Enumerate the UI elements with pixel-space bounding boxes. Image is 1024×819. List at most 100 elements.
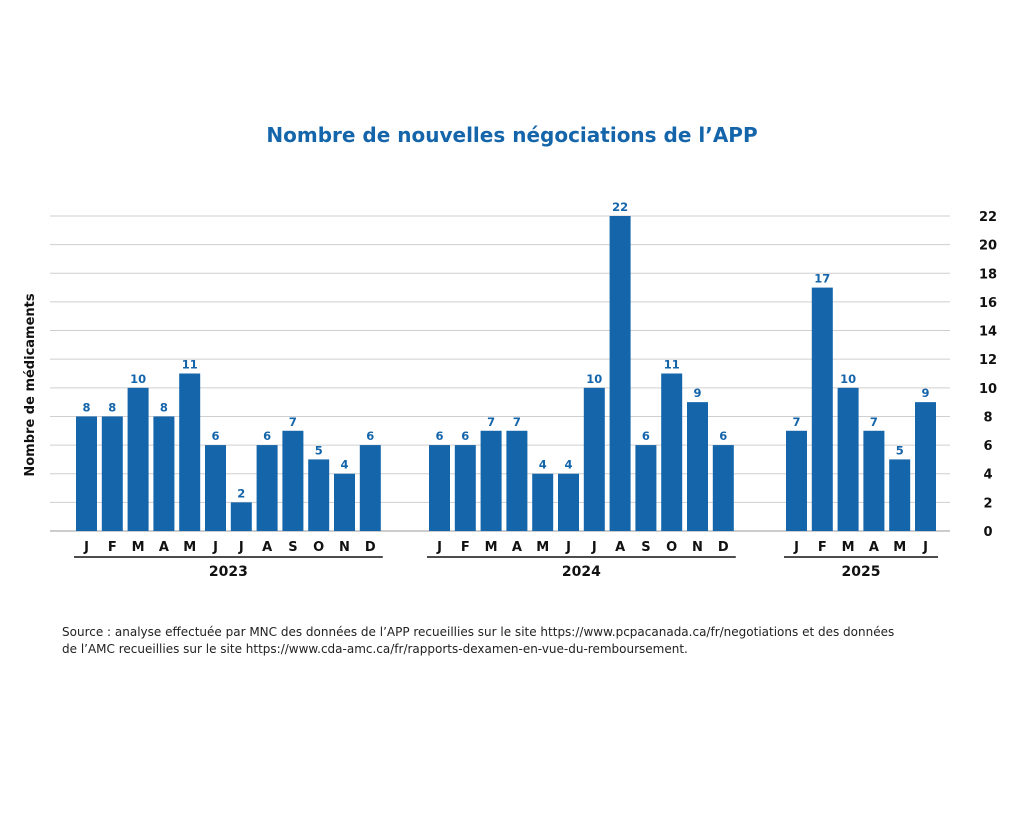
data-label: 11 (182, 358, 198, 372)
data-label: 22 (612, 200, 628, 214)
x-tick-label: O (666, 540, 677, 555)
x-tick-label: A (512, 540, 522, 555)
data-label: 7 (792, 415, 800, 429)
data-label: 9 (921, 386, 929, 400)
data-label: 7 (513, 415, 521, 429)
source-line-1: Source : analyse effectuée par MNC des d… (62, 625, 895, 639)
data-label: 7 (289, 415, 297, 429)
data-label: 17 (814, 272, 830, 286)
source-line-2: de l’AMC recueillies sur le site https:/… (62, 642, 688, 656)
x-tick-label: J (565, 540, 571, 555)
bar (609, 216, 631, 531)
bar (454, 445, 476, 531)
bar (863, 430, 885, 531)
bar (712, 445, 734, 531)
data-label: 7 (487, 415, 495, 429)
bar (179, 373, 201, 531)
data-label: 6 (642, 429, 650, 443)
bar (308, 459, 330, 531)
y-axis-label: Nombre de médicaments (23, 293, 38, 477)
x-tick-label: J (212, 540, 218, 555)
y-tick-label: 12 (979, 353, 997, 368)
x-tick-label: A (869, 540, 879, 555)
data-label: 6 (211, 429, 219, 443)
bar (687, 402, 708, 531)
bar (915, 402, 936, 531)
bar (101, 416, 123, 531)
data-label: 2 (237, 486, 245, 500)
bar (661, 373, 683, 531)
bar (558, 473, 579, 531)
data-label: 4 (564, 458, 572, 472)
chart-title: Nombre de nouvelles négociations de l’AP… (266, 123, 757, 147)
data-label: 5 (315, 443, 323, 457)
y-axis-ticks: 0 2 4 6 8 10 12 14 16 18 20 22 (979, 210, 997, 540)
data-label: 8 (108, 400, 116, 414)
source-note: Source : analyse effectuée par MNC des d… (62, 624, 962, 658)
x-tick-label: A (159, 540, 169, 555)
data-label: 6 (366, 429, 374, 443)
bar (635, 445, 657, 531)
bar (786, 430, 807, 531)
data-label: 6 (719, 429, 727, 443)
year-label: 2024 (562, 564, 601, 580)
bar (359, 445, 381, 531)
y-tick-label: 16 (979, 296, 997, 311)
bar (429, 445, 450, 531)
data-label: 6 (461, 429, 469, 443)
x-tick-label: D (365, 540, 376, 555)
data-label: 8 (82, 400, 90, 414)
x-tick-label: A (615, 540, 625, 555)
x-tick-label: N (339, 540, 350, 555)
year-label: 2023 (209, 564, 248, 580)
data-label: 9 (693, 386, 701, 400)
data-label: 5 (896, 443, 904, 457)
x-tick-label: J (238, 540, 244, 555)
x-tick-label: M (485, 540, 498, 555)
x-tick-label: F (818, 540, 827, 555)
x-tick-label: S (641, 540, 650, 555)
data-label: 10 (586, 372, 602, 386)
y-tick-label: 2 (983, 496, 992, 511)
x-tick-label: J (591, 540, 597, 555)
x-tick-label: D (718, 540, 729, 555)
x-tick-label: F (461, 540, 470, 555)
bar (532, 473, 554, 531)
x-tick-label: M (893, 540, 906, 555)
data-label: 6 (435, 429, 443, 443)
x-tick-label: J (83, 540, 89, 555)
bar (583, 387, 605, 531)
y-tick-label: 18 (979, 267, 997, 282)
data-label: 4 (340, 458, 348, 472)
data-label: 6 (263, 429, 271, 443)
bar (205, 445, 226, 531)
bar (256, 445, 278, 531)
x-tick-label: N (692, 540, 703, 555)
x-tick-label: M (183, 540, 196, 555)
data-label: 11 (664, 358, 680, 372)
year-label: 2025 (842, 564, 881, 580)
bar (230, 502, 252, 531)
bar (506, 430, 528, 531)
bar (334, 473, 355, 531)
x-tick-label: A (262, 540, 272, 555)
bar (889, 459, 911, 531)
y-tick-label: 0 (983, 525, 992, 540)
bar (480, 430, 502, 531)
data-label: 4 (539, 458, 547, 472)
x-tick-label: J (793, 540, 799, 555)
data-label: 8 (160, 400, 168, 414)
bar (837, 387, 859, 531)
x-tick-label: J (922, 540, 928, 555)
x-tick-label: M (536, 540, 549, 555)
bar (76, 416, 97, 531)
x-tick-label: J (436, 540, 442, 555)
data-label: 10 (130, 372, 146, 386)
y-tick-label: 10 (979, 382, 997, 397)
y-tick-label: 20 (979, 239, 997, 254)
x-tick-label: O (313, 540, 324, 555)
bars: 8 8 10 8 11 6 2 6 7 5 4 6 6 6 7 7 4 4 10 22 6 11 9 6 7 17 10 7 5 9 (76, 200, 936, 531)
bar (127, 387, 149, 531)
